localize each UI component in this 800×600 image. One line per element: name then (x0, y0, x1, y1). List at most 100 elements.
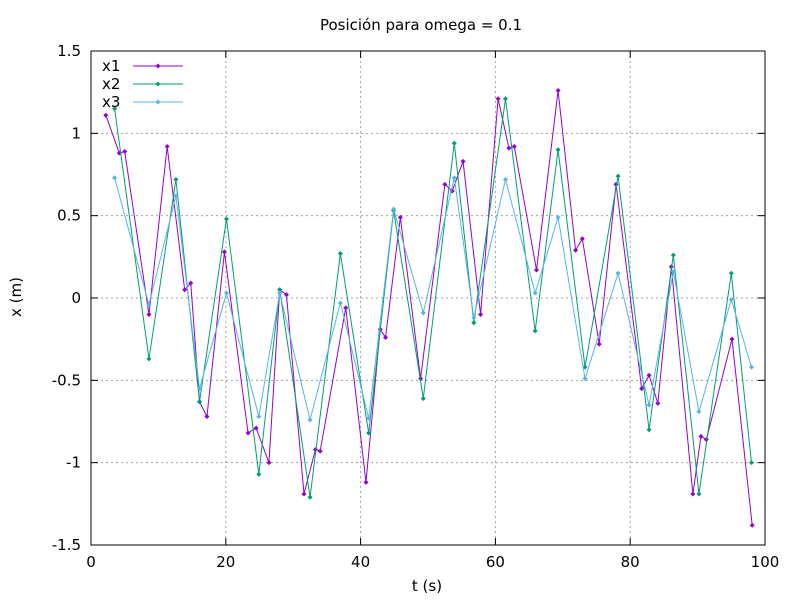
x-tick-label: 100 (751, 553, 780, 571)
legend-marker-x3 (155, 99, 161, 105)
data-point-x1 (698, 433, 704, 439)
data-point-x3 (223, 290, 229, 296)
data-point-x2 (337, 251, 343, 257)
data-point-x1 (312, 446, 318, 452)
data-point-x1 (283, 292, 289, 298)
legend-label-x1: x1 (102, 57, 120, 75)
data-point-x1 (639, 386, 645, 392)
data-point-x1 (122, 148, 128, 154)
data-point-x1 (245, 430, 251, 436)
series-x3 (112, 175, 755, 423)
data-point-x1 (301, 491, 307, 497)
tick-marks: 0 20 40 60 80 100 -1.5 -1 -0.5 0 0.5 1 1.5 (52, 42, 780, 571)
data-point-x1 (363, 479, 369, 485)
data-point-x3 (555, 214, 561, 220)
x-axis-title: t (s) (412, 577, 442, 595)
data-point-x1 (253, 425, 259, 431)
y-tick-label: 0.5 (57, 207, 81, 225)
data-point-x1 (188, 280, 194, 286)
data-point-x2 (223, 216, 229, 222)
legend-label-x2: x2 (102, 75, 120, 93)
data-point-x3 (366, 415, 372, 421)
data-point-x2 (197, 399, 203, 405)
data-point-x1 (579, 236, 585, 242)
y-tick-label: -1.5 (52, 536, 81, 554)
y-axis-title: x (m) (7, 277, 25, 317)
data-point-x1 (646, 372, 652, 378)
data-point-x2 (555, 147, 561, 153)
chart-title: Posición para omega = 0.1 (320, 16, 522, 34)
data-point-x3 (503, 176, 509, 182)
data-point-x1 (495, 96, 501, 102)
legend-marker-x1 (155, 63, 161, 69)
series-group (103, 88, 755, 528)
data-point-x1 (478, 311, 484, 317)
y-tick-label: 0 (71, 289, 81, 307)
data-point-x2 (749, 460, 755, 466)
data-point-x3 (112, 175, 118, 181)
data-point-x2 (256, 471, 262, 477)
data-point-x2 (532, 328, 538, 334)
data-point-x3 (256, 414, 262, 420)
x-tick-label: 20 (216, 553, 235, 571)
data-point-x1 (703, 437, 709, 443)
data-point-x1 (397, 214, 403, 220)
data-point-x1 (343, 305, 349, 311)
data-point-x2 (173, 176, 179, 182)
data-point-x3 (532, 290, 538, 296)
data-point-x3 (451, 175, 457, 181)
series-line-x3 (114, 177, 752, 420)
data-point-x1 (266, 460, 272, 466)
data-point-x2 (112, 106, 118, 112)
data-point-x1 (182, 287, 188, 293)
data-point-x3 (670, 269, 676, 275)
y-tick-label: 1.5 (57, 42, 81, 60)
data-point-x2 (646, 427, 652, 433)
data-point-x1 (729, 336, 735, 342)
data-point-x1 (534, 267, 540, 273)
data-point-x1 (596, 341, 602, 347)
data-point-x1 (506, 145, 512, 151)
data-point-x3 (307, 417, 313, 423)
data-point-x3 (471, 315, 477, 321)
data-point-x1 (442, 181, 448, 187)
data-point-x3 (696, 409, 702, 415)
series-line-x2 (114, 98, 753, 498)
data-point-x2 (146, 356, 152, 362)
data-point-x1 (103, 112, 109, 118)
data-point-x3 (582, 376, 588, 382)
data-point-x2 (728, 270, 734, 276)
data-point-x2 (670, 252, 676, 258)
data-point-x3 (615, 270, 621, 276)
data-point-x3 (197, 386, 203, 392)
data-point-x3 (749, 364, 755, 370)
data-point-x2 (615, 173, 621, 179)
data-point-x1 (690, 491, 696, 497)
data-point-x1 (655, 400, 661, 406)
data-point-x1 (460, 158, 466, 164)
x-tick-label: 60 (486, 553, 505, 571)
data-point-x3 (391, 206, 397, 212)
data-point-x3 (646, 402, 652, 408)
data-point-x2 (696, 491, 702, 497)
data-point-x1 (383, 335, 389, 341)
data-point-x3 (173, 193, 179, 199)
data-point-x1 (204, 414, 210, 420)
data-point-x1 (749, 522, 755, 528)
y-tick-label: -0.5 (52, 371, 81, 389)
series-x2 (112, 96, 755, 500)
data-point-x3 (146, 302, 152, 308)
data-point-x2 (471, 320, 477, 326)
data-point-x1 (221, 249, 227, 255)
data-point-x3 (420, 310, 426, 316)
data-point-x1 (164, 144, 170, 150)
data-point-x1 (511, 144, 517, 150)
data-point-x3 (728, 297, 734, 303)
series-x1 (103, 88, 755, 528)
data-point-x1 (146, 311, 152, 317)
series-line-x1 (105, 90, 753, 526)
data-point-x3 (277, 290, 283, 296)
x-tick-label: 40 (351, 553, 370, 571)
